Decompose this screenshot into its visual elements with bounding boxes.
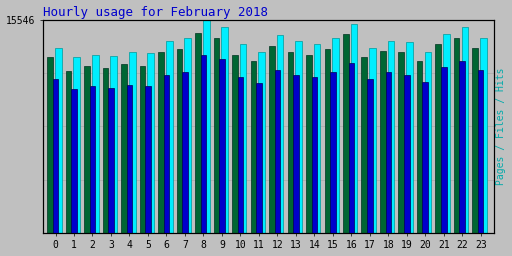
Bar	[53, 79, 58, 233]
Bar	[380, 50, 386, 233]
Bar	[71, 89, 77, 233]
Bar	[478, 70, 483, 233]
Bar	[221, 27, 228, 233]
Bar	[459, 61, 465, 233]
Bar	[288, 52, 293, 233]
Bar	[417, 61, 422, 233]
Bar	[129, 52, 136, 233]
Bar	[369, 48, 376, 233]
Bar	[182, 72, 188, 233]
Bar	[306, 55, 312, 233]
Bar	[274, 70, 280, 233]
Bar	[314, 44, 321, 233]
Bar	[462, 27, 468, 233]
Bar	[361, 57, 367, 233]
Bar	[388, 41, 394, 233]
Bar	[454, 38, 459, 233]
Bar	[422, 82, 428, 233]
Bar	[145, 86, 151, 233]
Bar	[177, 49, 182, 233]
Bar	[111, 56, 117, 233]
Bar	[73, 57, 80, 233]
Text: Hourly usage for February 2018: Hourly usage for February 2018	[42, 6, 268, 18]
Bar	[250, 61, 256, 233]
Bar	[47, 57, 53, 233]
Bar	[66, 71, 71, 233]
Bar	[406, 42, 413, 233]
Bar	[55, 48, 61, 233]
Bar	[441, 67, 446, 233]
Bar	[158, 52, 164, 233]
Bar	[277, 35, 284, 233]
Bar	[90, 86, 95, 233]
Bar	[256, 83, 262, 233]
Bar	[219, 59, 225, 233]
Bar	[184, 38, 191, 233]
Bar	[147, 53, 154, 233]
Y-axis label: Pages / Files / Hits: Pages / Files / Hits	[497, 68, 506, 185]
Bar	[386, 72, 391, 233]
Bar	[351, 25, 357, 233]
Bar	[325, 49, 330, 233]
Bar	[295, 41, 302, 233]
Bar	[121, 64, 126, 233]
Bar	[343, 34, 349, 233]
Bar	[102, 68, 108, 233]
Bar	[201, 55, 206, 233]
Bar	[166, 41, 173, 233]
Bar	[240, 44, 246, 233]
Bar	[435, 44, 441, 233]
Bar	[238, 77, 243, 233]
Bar	[330, 72, 335, 233]
Bar	[108, 88, 114, 233]
Bar	[425, 52, 432, 233]
Bar	[367, 79, 373, 233]
Bar	[293, 75, 298, 233]
Bar	[92, 55, 99, 233]
Bar	[140, 66, 145, 233]
Bar	[404, 75, 410, 233]
Bar	[443, 34, 450, 233]
Bar	[269, 46, 274, 233]
Bar	[332, 38, 339, 233]
Bar	[480, 38, 487, 233]
Bar	[214, 38, 219, 233]
Bar	[312, 77, 317, 233]
Bar	[398, 52, 404, 233]
Bar	[126, 85, 132, 233]
Bar	[195, 33, 201, 233]
Bar	[164, 75, 169, 233]
Bar	[84, 66, 90, 233]
Bar	[232, 55, 238, 233]
Bar	[473, 48, 478, 233]
Bar	[349, 63, 354, 233]
Bar	[259, 52, 265, 233]
Bar	[203, 20, 209, 233]
